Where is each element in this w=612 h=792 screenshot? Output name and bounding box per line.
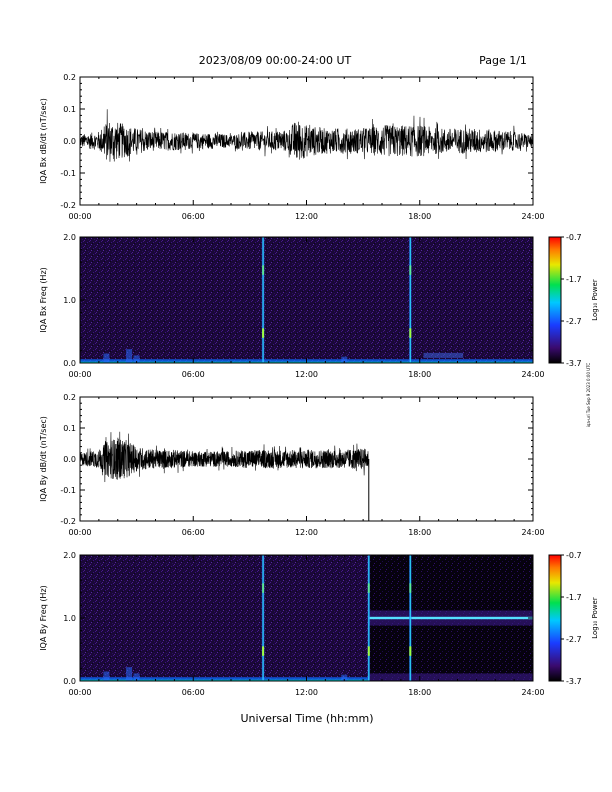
low-freq-burst xyxy=(103,671,110,681)
x-tick-label: 12:00 xyxy=(295,212,318,221)
y-axis-label: IQA Bx Freq (Hz) xyxy=(39,267,48,333)
burst-hotspot xyxy=(367,646,370,656)
x-tick-label: 18:00 xyxy=(408,688,431,697)
page-indicator: Page 1/1 xyxy=(479,54,527,67)
y-tick-label: 0.2 xyxy=(63,73,76,82)
by-spectrogram-panel: 00:00 06:00 12:00 18:00 24:00 2.0 1.0 0.0 IQA By… xyxy=(39,551,545,697)
y-tick-label: 2.0 xyxy=(63,551,76,560)
burst-hotspot xyxy=(262,328,265,338)
y-tick-label: 0.1 xyxy=(63,424,76,433)
x-tick-label: 12:00 xyxy=(295,370,318,379)
date-range-title: 2023/08/09 00:00-24:00 UT xyxy=(199,54,352,67)
x-tick-label: 06:00 xyxy=(182,528,205,537)
colorbar-tick-label: -0.7 xyxy=(566,233,582,242)
tone-halo-low xyxy=(368,673,533,681)
vertical-burst xyxy=(409,237,411,363)
y-tick-label: 0.1 xyxy=(63,105,76,114)
low-freq-burst xyxy=(103,353,110,363)
colorbar-gradient xyxy=(548,236,562,364)
y-axis-label: IQA By dB/dt (nT/sec) xyxy=(39,416,48,502)
vertical-burst xyxy=(262,555,264,681)
x-tick-label: 12:00 xyxy=(295,688,318,697)
low-freq-patch xyxy=(423,352,464,358)
burst-hotspot xyxy=(262,265,265,275)
x-tick-label: 24:00 xyxy=(521,370,544,379)
low-freq-burst xyxy=(126,349,133,363)
x-axis-label: Universal Time (hh:mm) xyxy=(241,712,374,725)
spectrogram-background xyxy=(80,237,533,363)
x-tick-label: 00:00 xyxy=(68,688,91,697)
colorbar-tick-label: -3.7 xyxy=(566,359,582,368)
colorbar-tick-label: -2.7 xyxy=(566,635,582,644)
side-note: iqa-uri Tue Sep 9 2023 0:00 UTC xyxy=(586,363,591,428)
x-tick-label: 06:00 xyxy=(182,370,205,379)
y-tick-label: -0.2 xyxy=(60,517,76,526)
x-tick-label: 18:00 xyxy=(408,528,431,537)
colorbar-tick-label: -3.7 xyxy=(566,677,582,686)
x-tick-label: 06:00 xyxy=(182,688,205,697)
y-tick-label: 2.0 xyxy=(63,233,76,242)
y-tick-label: 0.0 xyxy=(63,455,76,464)
vertical-burst xyxy=(409,555,411,681)
y-tick-label: -0.1 xyxy=(60,169,76,178)
burst-hotspot xyxy=(409,328,412,338)
burst-hotspot xyxy=(409,646,412,656)
x-tick-label: 00:00 xyxy=(68,370,91,379)
colorbar-tick-label: -2.7 xyxy=(566,317,582,326)
low-freq-burst xyxy=(341,356,348,363)
y-tick-label: 0.0 xyxy=(63,137,76,146)
colorbar-bx: -0.7 -1.7 -2.7 -3.7 Log₁₀ Power xyxy=(548,233,599,368)
y-axis-label: IQA By Freq (Hz) xyxy=(39,585,48,651)
x-tick-label: 18:00 xyxy=(408,212,431,221)
low-freq-burst xyxy=(126,667,133,681)
y-tick-label: 0.0 xyxy=(63,359,76,368)
x-tick-label: 00:00 xyxy=(68,212,91,221)
y-tick-label: -0.1 xyxy=(60,486,76,495)
burst-hotspot xyxy=(262,583,265,593)
x-tick-label: 00:00 xyxy=(68,528,91,537)
x-tick-label: 24:00 xyxy=(521,688,544,697)
low-freq-burst xyxy=(133,355,140,363)
colorbar-gradient xyxy=(548,554,562,682)
colorbar-tick-label: -0.7 xyxy=(566,551,582,560)
burst-hotspot xyxy=(409,265,412,275)
x-tick-label: 12:00 xyxy=(295,528,318,537)
y-tick-label: 1.0 xyxy=(63,296,76,305)
burst-hotspot xyxy=(409,583,412,593)
y-tick-label: 0.0 xyxy=(63,677,76,686)
colorbar-tick-label: -1.7 xyxy=(566,275,582,284)
bx-spectrogram-panel: 00:00 06:00 12:00 18:00 24:00 2.0 1.0 0.0 IQA Bx… xyxy=(39,233,545,379)
colorbar-tick-label: -1.7 xyxy=(566,593,582,602)
y-tick-label: -0.2 xyxy=(60,201,76,210)
colorbar-label: Log₁₀ Power xyxy=(591,597,599,639)
low-freq-burst xyxy=(341,674,348,681)
vertical-burst xyxy=(262,237,264,363)
vertical-burst xyxy=(368,555,370,681)
y-tick-label: 0.2 xyxy=(63,393,76,402)
x-tick-label: 24:00 xyxy=(521,212,544,221)
colorbar-label: Log₁₀ Power xyxy=(591,279,599,321)
x-tick-label: 24:00 xyxy=(521,528,544,537)
by-dbdt-panel: 00:00 06:00 12:00 18:00 24:00 0.2 0.1 0.0 -0.1 -0… xyxy=(39,393,545,537)
bx-dbdt-panel: 00:00 06:00 12:00 18:00 24:00 0.2 0.1 0.0 -0.1 -0… xyxy=(39,73,545,221)
burst-hotspot xyxy=(367,583,370,593)
low-freq-burst xyxy=(133,673,140,681)
y-tick-label: 1.0 xyxy=(63,614,76,623)
x-tick-label: 18:00 xyxy=(408,370,431,379)
colorbar-by: -0.7 -1.7 -2.7 -3.7 Log₁₀ Power xyxy=(548,551,599,686)
y-axis-label: IQA Bx dB/dt (nT/sec) xyxy=(39,98,48,184)
burst-hotspot xyxy=(262,646,265,656)
dbdt-trace xyxy=(79,431,370,483)
x-tick-label: 06:00 xyxy=(182,212,205,221)
dbdt-trace xyxy=(79,109,534,162)
horizontal-tone-line xyxy=(368,616,533,620)
